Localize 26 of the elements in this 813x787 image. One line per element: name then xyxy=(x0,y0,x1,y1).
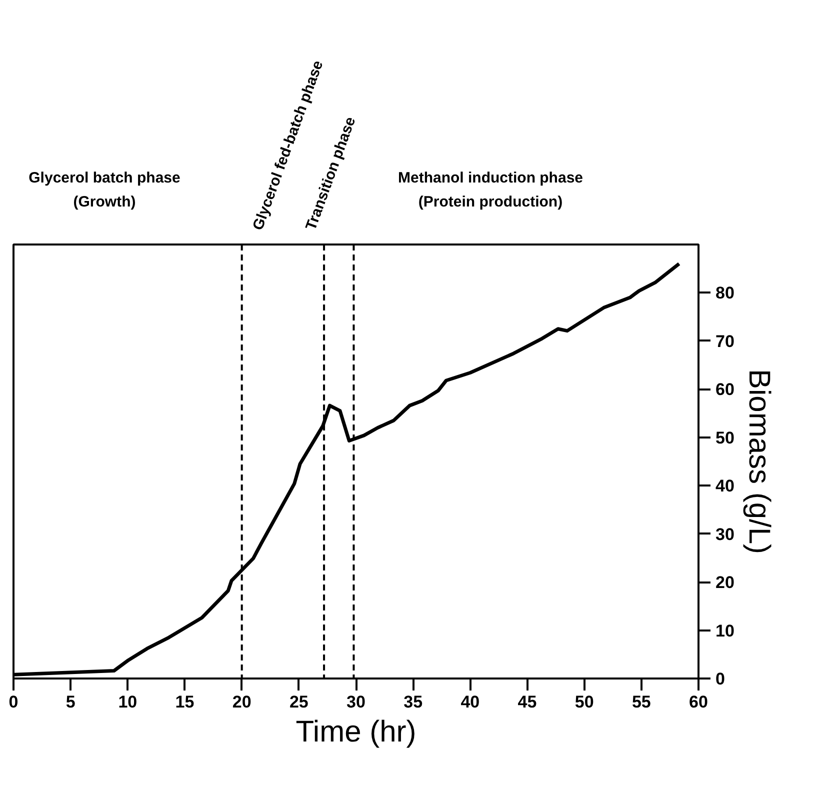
x-tick-label: 15 xyxy=(175,692,194,712)
y-tick-label: 20 xyxy=(716,573,734,592)
x-tick-label: 25 xyxy=(289,692,308,712)
y-tick-label: 30 xyxy=(716,524,734,544)
y-tick-label: 0 xyxy=(716,670,725,688)
x-tick-label: 60 xyxy=(689,692,708,712)
text: Glycerol batch phase (Growth) xyxy=(28,170,180,210)
x-tick-label: 10 xyxy=(118,692,138,712)
y-tick-label: 40 xyxy=(716,476,734,496)
y-tick-label: 10 xyxy=(716,621,734,640)
x-tick-label: 40 xyxy=(460,692,480,712)
x-tick-label: 55 xyxy=(632,692,651,712)
x-tick-label: 50 xyxy=(574,692,594,712)
x-tick-label: 0 xyxy=(8,692,18,712)
x-tick-label: 45 xyxy=(518,692,537,712)
x-tick-label: 5 xyxy=(66,692,76,712)
y-tick-label: 70 xyxy=(716,332,734,351)
x-tick-label: 30 xyxy=(346,692,366,712)
text: Methanol induction phase (Protein production) xyxy=(398,170,584,210)
x-tick-label: 20 xyxy=(232,692,252,712)
x-axis-title: Time (hr) xyxy=(296,716,416,748)
y-axis-title: Biomass (g/L) xyxy=(742,368,776,554)
y-tick-label: 80 xyxy=(716,284,734,303)
y-tick-label: 60 xyxy=(716,380,734,400)
x-tick-label: 35 xyxy=(404,692,423,712)
y-tick-label: 50 xyxy=(716,428,734,448)
